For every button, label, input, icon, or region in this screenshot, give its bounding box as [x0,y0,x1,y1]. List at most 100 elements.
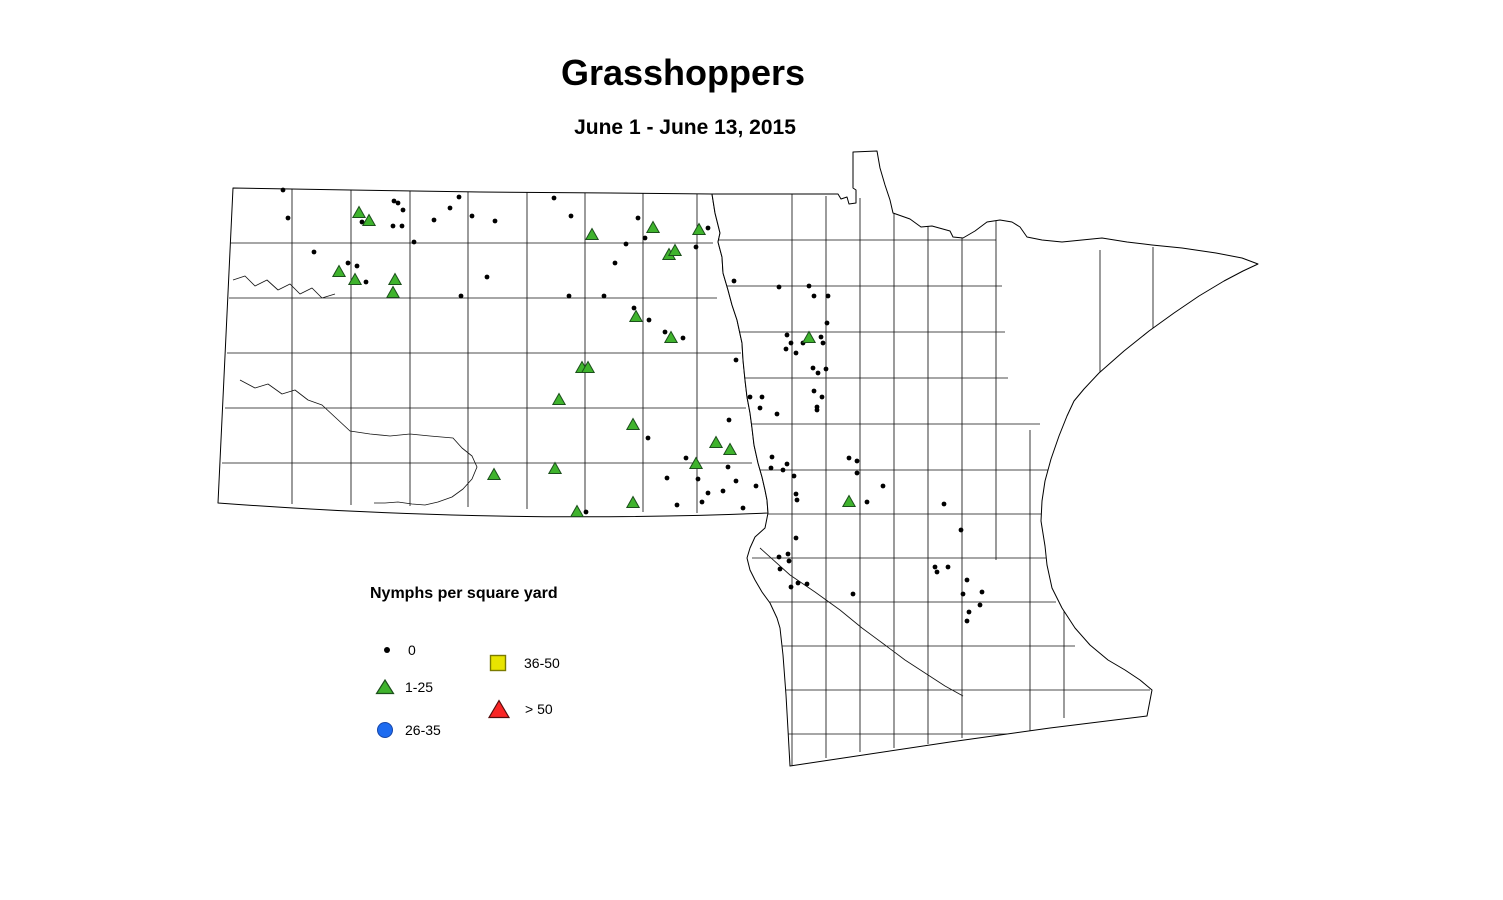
map-point-zero [958,527,964,533]
map-point-1-25 [663,330,679,343]
survey-points-layer [280,187,985,624]
map-point-zero [583,509,589,515]
map-point-zero [854,470,860,476]
map-point-zero [680,335,686,341]
map-point-1-25 [584,227,600,240]
map-point-zero [814,407,820,413]
map-point-1-25 [551,392,567,405]
map-point-1-25 [385,285,401,298]
page-subtitle: June 1 - June 13, 2015 [574,116,796,139]
legend-item-26-35: 26-35 [375,720,441,740]
map-point-zero [345,260,351,266]
dot-icon [378,642,396,658]
map-point-zero [804,581,810,587]
map-point-zero [819,394,825,400]
map-point-zero [757,405,763,411]
map-point-zero [391,198,397,204]
map-point-zero [854,458,860,464]
map-point-zero [818,334,824,340]
map-point-1-25 [708,435,724,448]
legend-label-26-35: 26-35 [405,722,441,738]
red-triangle-icon [487,698,511,720]
legend-item-36-50: 36-50 [488,653,560,673]
map-point-zero [794,497,800,503]
map-point-zero [945,564,951,570]
map-point-zero [359,219,365,225]
map-point-1-25 [580,360,596,373]
map-point-zero [431,217,437,223]
map-point-zero [484,274,490,280]
blue-circle-icon [375,720,395,740]
map-point-zero [566,293,572,299]
page-title: Grasshoppers [560,52,806,93]
map-point-zero [411,239,417,245]
map-point-zero [788,584,794,590]
map-point-zero [793,350,799,356]
map-point-zero [601,293,607,299]
map-point-zero [354,263,360,269]
map-point-zero [726,417,732,423]
yellow-square-icon [488,653,508,673]
map-point-zero [979,589,985,595]
map-point-1-25 [691,222,707,235]
map-point-zero [740,505,746,511]
map-point-zero [695,476,701,482]
map-point-zero [456,194,462,200]
map-point-1-25 [387,272,403,285]
legend-label-1-25: 1-25 [405,679,434,695]
map-point-zero [720,488,726,494]
map-point-zero [941,501,947,507]
map-point-zero [725,464,731,470]
map-point-zero [390,223,396,229]
map-point-zero [699,499,705,505]
map-point-zero [705,490,711,496]
legend-label-36-50: 36-50 [524,655,560,671]
map-point-1-25 [722,442,738,455]
map-point-zero [458,293,464,299]
map-point-zero [635,215,641,221]
map-point-zero [791,473,797,479]
map-point-zero [776,554,782,560]
map-point-zero [769,454,775,460]
map-point-zero [774,411,780,417]
map-point-zero [631,305,637,311]
legend-label-gt-50: > 50 [525,701,553,717]
map-point-1-25 [688,456,704,469]
map-point-zero [780,467,786,473]
map-point-zero [815,370,821,376]
map-point-1-25 [486,467,502,480]
map-point-zero [664,475,670,481]
map-point-zero [311,249,317,255]
minnesota-outline [711,150,1259,767]
map-point-zero [785,551,791,557]
map-point-zero [795,580,801,586]
map-point-zero [447,205,453,211]
map-point-1-25 [841,494,857,507]
map-point-zero [674,502,680,508]
map-point-zero [285,215,291,221]
map-point-zero [825,293,831,299]
map-point-zero [806,283,812,289]
map-point-zero [932,564,938,570]
map-point-zero [864,499,870,505]
map-point-zero [811,388,817,394]
legend-item-1-25: 1-25 [375,678,433,696]
map-point-zero [880,483,886,489]
map-point-zero [966,609,972,615]
map-point-zero [753,483,759,489]
map-point-zero [964,618,970,624]
map-point-zero [793,491,799,497]
map-point-zero [783,346,789,352]
map-point-zero [777,566,783,572]
map-point-zero [733,357,739,363]
legend-title: Nymphs per square yard [370,585,558,602]
map-point-zero [705,225,711,231]
map-point-zero [662,329,668,335]
legend-item-zero: 0 [378,642,416,658]
map-point-zero [683,455,689,461]
map-point-zero [399,223,405,229]
map-point-zero [788,340,794,346]
map-point-1-25 [667,243,683,256]
map-point-zero [811,293,817,299]
